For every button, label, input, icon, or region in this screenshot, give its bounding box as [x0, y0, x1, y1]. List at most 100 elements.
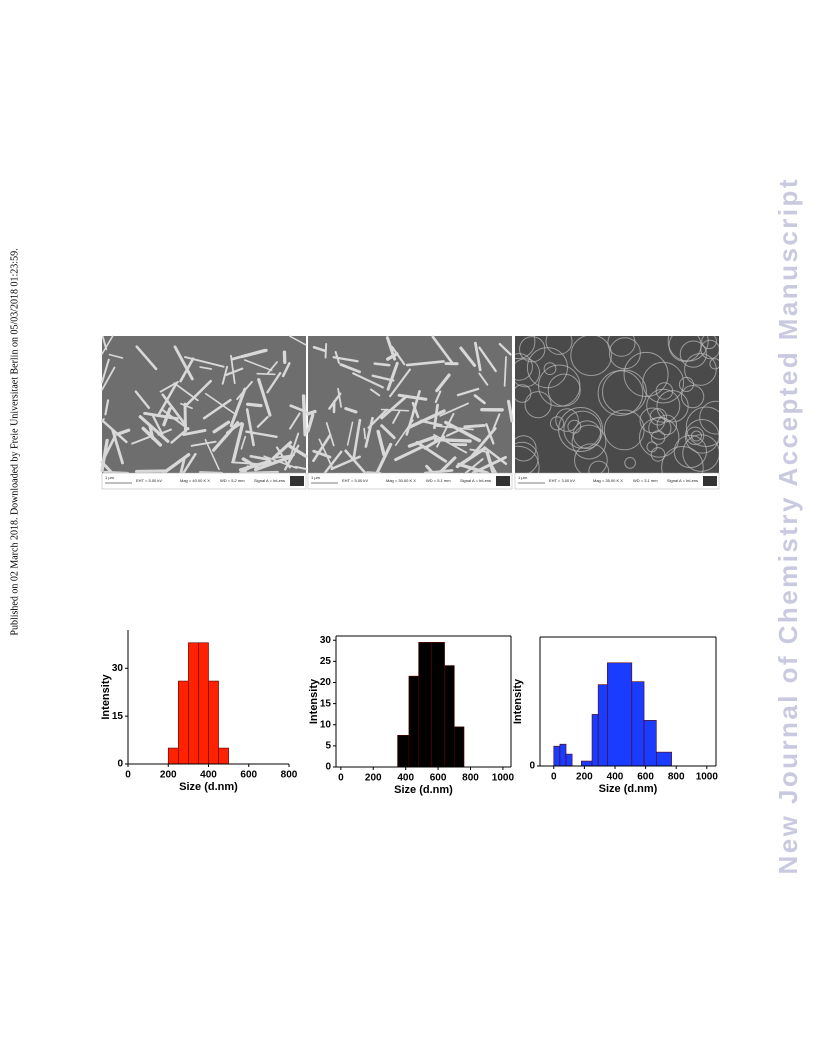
sem-fiber	[515, 353, 533, 381]
sem-rod	[202, 398, 232, 420]
sem-rod	[173, 345, 194, 381]
x-tick-label: 400	[607, 772, 624, 783]
sem-rod	[337, 387, 343, 408]
y-axis-title: Intensity	[512, 678, 524, 724]
sem-fiber	[679, 340, 707, 368]
sem-rod	[301, 394, 307, 437]
sem-rod	[240, 435, 247, 450]
sem-fiber	[699, 400, 719, 435]
sem-rod	[138, 415, 170, 443]
sem-rod	[103, 434, 117, 458]
sem-rod	[244, 359, 273, 372]
sem-rod	[212, 420, 231, 434]
sem-fiber	[642, 361, 685, 404]
x-tick-label: 200	[365, 773, 382, 784]
sem-rod	[380, 424, 396, 440]
sem-rod	[101, 335, 114, 355]
sem-fiber	[709, 358, 719, 370]
sem-rod	[312, 433, 332, 463]
sem-info-bar	[101, 472, 307, 490]
y-tick-label: 20	[320, 677, 332, 688]
sem-rod	[394, 445, 425, 462]
histogram-bar	[418, 642, 432, 768]
x-tick-label: 800	[668, 772, 685, 783]
sem-wd: WD = 3.1 mm	[633, 478, 658, 483]
sem-fiber	[685, 406, 719, 447]
x-tick-label: 0	[125, 770, 131, 781]
sem-rod	[249, 454, 270, 461]
sem-rod	[184, 356, 225, 368]
sem-rod	[344, 449, 367, 475]
sem-fiber	[649, 408, 668, 426]
sem-fiber	[668, 336, 702, 362]
sem-rod	[405, 360, 445, 367]
histogram-bar	[208, 680, 219, 765]
histogram-bar	[444, 665, 455, 768]
side-note: Published on 02 March 2018. Downloaded b…	[9, 248, 20, 635]
sem-rod	[141, 426, 163, 447]
sem-fiber	[639, 417, 680, 458]
sem-info-bar	[514, 472, 720, 490]
sem-rod	[369, 388, 381, 397]
x-tick-label: 200	[576, 772, 593, 783]
sem-rod	[469, 427, 497, 460]
sem-signal: Signal A = InLens	[460, 478, 491, 483]
sem-rod	[390, 345, 406, 366]
y-tick-label: 0	[529, 761, 535, 772]
sem-rod	[229, 387, 247, 428]
sem-rod	[101, 418, 105, 423]
sem-rod	[339, 363, 361, 374]
sem-rod	[471, 455, 507, 475]
sem-rod	[221, 365, 229, 385]
sem-fiber	[690, 430, 702, 442]
sem-rod	[439, 402, 469, 417]
histogram-bar	[167, 747, 179, 765]
y-tick-label: 0	[325, 762, 331, 773]
sem-image: 1 μm EHT = 3.00 kV Mag = 35.00 K X WD = 3.1…	[514, 336, 720, 490]
sem-rod	[478, 346, 497, 373]
sem-rod	[289, 412, 301, 430]
sem-rod	[473, 341, 482, 372]
sem-fiber	[650, 447, 666, 462]
sem-rod	[423, 435, 446, 450]
histogram-bar	[218, 747, 229, 765]
sem-rod	[376, 429, 386, 457]
sem-rod	[116, 428, 131, 436]
sem-rod	[256, 415, 269, 428]
histogram-bar	[597, 684, 608, 767]
sem-rod	[503, 356, 507, 387]
sem-scale: 1 μm	[518, 475, 528, 480]
sem-rod	[186, 379, 212, 406]
y-tick-label: 0	[117, 759, 123, 770]
sem-rod	[256, 372, 276, 376]
sem-rod	[257, 378, 272, 417]
y-tick-label: 5	[325, 741, 331, 752]
sem-scale: 1 μm	[311, 475, 321, 480]
sem-image: 1 μm EHT = 5.00 kV Mag = 40.00 K X WD = 5.2…	[100, 335, 308, 490]
x-tick-label: 200	[160, 770, 177, 781]
sem-rod	[134, 390, 151, 410]
sem-rod	[392, 410, 401, 424]
y-axis-title: Intensity	[100, 674, 112, 720]
sem-fiber	[656, 390, 689, 423]
sem-rod	[371, 374, 395, 382]
histogram-bar	[453, 726, 465, 768]
sem-rod	[456, 387, 480, 397]
sem-rod	[101, 366, 116, 391]
sem-image: 1 μm EHT = 5.00 kV Mag = 30.00 K X WD = 5.1…	[306, 335, 514, 490]
sem-rod	[241, 457, 260, 470]
sem-rod	[407, 435, 438, 448]
sem-signal: Signal A = InLens	[254, 478, 285, 483]
sem-fiber	[685, 426, 705, 446]
sem-rod	[506, 399, 514, 423]
sem-rod	[281, 362, 291, 378]
sem-rod	[375, 442, 393, 474]
sem-rod	[225, 367, 244, 376]
sem-rod	[446, 428, 463, 437]
histogram-bar	[178, 680, 189, 765]
sem-rod	[436, 412, 455, 448]
x-tick-label: 1000	[492, 773, 515, 784]
sem-rod	[324, 343, 328, 359]
